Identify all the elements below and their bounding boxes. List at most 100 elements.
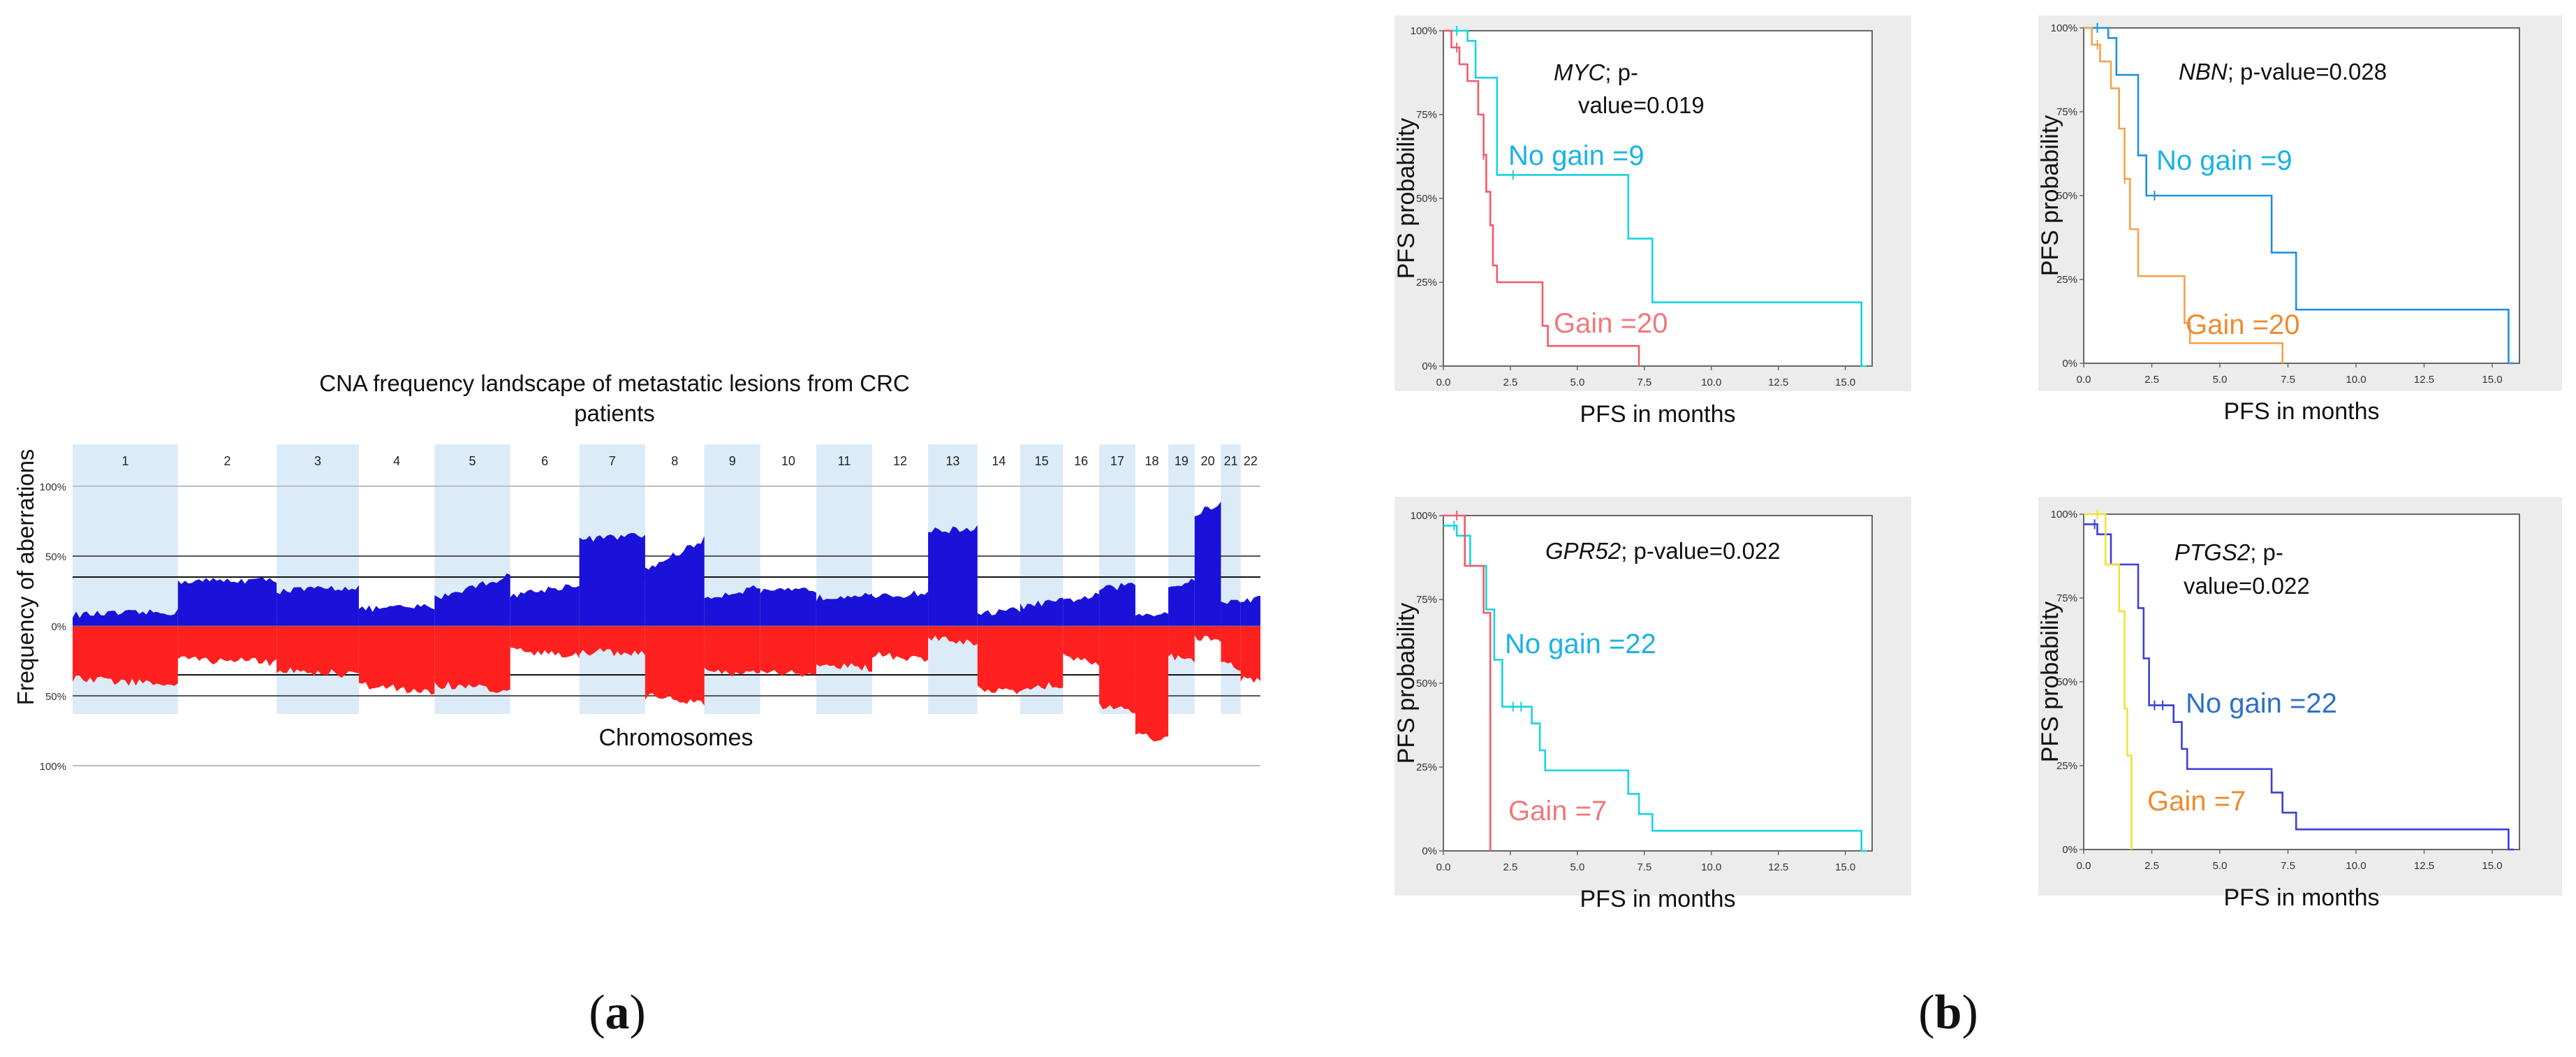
chromosome-label: 11 <box>838 454 851 468</box>
km-ylabel: PFS probability <box>1393 603 1420 764</box>
km-pvalue-caption: PTGS2; p- <box>2174 539 2283 565</box>
loss-area-chr18 <box>1135 626 1169 742</box>
chromosome-label: 15 <box>1035 454 1049 468</box>
loss-area-chr7 <box>579 626 645 657</box>
chromosome-label: 18 <box>1145 454 1158 468</box>
panel-label-paren: ( <box>1918 986 1934 1040</box>
km-y-tick-label: 50% <box>2056 190 2077 202</box>
gain-area-chr20 <box>1194 502 1221 626</box>
gain-area-chr5 <box>434 573 510 626</box>
panel-label-paren: ) <box>1962 986 1978 1040</box>
loss-area-chr10 <box>760 626 816 677</box>
cna-y-tick-label: 50% <box>45 551 66 563</box>
gain-area-chr22 <box>1240 595 1260 626</box>
km-ylabel: PFS probability <box>1393 118 1420 279</box>
km-ylabel: PFS probability <box>2037 602 2063 763</box>
km-nbn-chart: 0.0 2.5 5.0 7.5 10.0 12.5 15.0 0% 25% 50% 75% 100% P… <box>2037 15 2562 425</box>
loss-area-chr8 <box>645 626 705 706</box>
panel-label-letter: b <box>1935 986 1962 1040</box>
km-x-tick-label: 5.0 <box>2213 860 2228 872</box>
loss-area-chr13 <box>928 626 978 646</box>
chromosome-label: 2 <box>223 454 230 468</box>
km-series-label: No gain =22 <box>1505 629 1656 659</box>
gain-area-chr13 <box>928 525 978 626</box>
chromosome-label: 12 <box>893 454 907 468</box>
km-x-tick-label: 12.5 <box>2414 860 2434 872</box>
km-pvalue-text: ; p-value=0.028 <box>2228 59 2387 85</box>
cna-title-line2: patients <box>574 400 655 426</box>
chromosome-label: 4 <box>393 454 400 468</box>
loss-area-chr2 <box>177 626 277 666</box>
km-xlabel: PFS in months <box>1580 886 1736 912</box>
km-y-tick-label: 50% <box>2056 676 2077 688</box>
km-pvalue-caption: MYC; p- <box>1554 59 1638 85</box>
gain-area-chr7 <box>579 532 645 626</box>
km-x-tick-label: 15.0 <box>2482 860 2502 872</box>
loss-area-chr1 <box>73 626 178 686</box>
km-y-tick-label: 0% <box>2062 844 2077 856</box>
km-plot-area <box>2083 513 2520 850</box>
loss-area-chr21 <box>1221 626 1241 671</box>
km-y-tick-label: 100% <box>1411 25 1437 37</box>
km-x-tick-label: 2.5 <box>1503 861 1518 873</box>
loss-area-chr4 <box>358 626 435 695</box>
km-curve <box>1443 29 1640 366</box>
chromosome-label: 16 <box>1074 454 1088 468</box>
km-series-label: Gain =20 <box>2186 309 2299 340</box>
km-x-tick-label: 2.5 <box>1503 377 1518 388</box>
chromosome-band <box>816 444 872 714</box>
km-gpr52-chart: 0.0 2.5 5.0 7.5 10.0 12.5 15.0 0% 25% 50% 75% 100% P… <box>1393 497 1911 912</box>
km-x-tick-label: 7.5 <box>2281 374 2295 386</box>
km-x-tick-label: 10.0 <box>1701 861 1721 873</box>
chromosome-label: 10 <box>781 454 795 468</box>
loss-area-chr12 <box>871 626 929 662</box>
km-myc-chart: 0.0 2.5 5.0 7.5 10.0 12.5 15.0 0% 25% 50% 75% 100% P… <box>1393 15 1911 428</box>
km-series-label: No gain =22 <box>2186 688 2337 719</box>
km-y-tick-label: 0% <box>1422 360 1437 372</box>
km-pvalue-caption: GPR52; p-value=0.022 <box>1545 538 1781 564</box>
km-y-tick-label: 100% <box>1411 510 1437 522</box>
loss-area-chr19 <box>1168 626 1195 663</box>
gain-area-chr8 <box>645 536 705 626</box>
loss-area-chr15 <box>1020 626 1063 692</box>
km-y-tick-label: 25% <box>1416 277 1437 289</box>
km-plot-area <box>1443 30 1873 367</box>
chromosome-label: 3 <box>314 454 321 468</box>
km-plot-area <box>1443 515 1873 852</box>
loss-area-chr20 <box>1194 626 1221 642</box>
km-curve <box>2084 513 2133 850</box>
km-y-tick-label: 50% <box>1416 678 1437 690</box>
km-x-tick-label: 10.0 <box>2346 860 2366 872</box>
cna-y-tick-label: 100% <box>40 761 66 773</box>
km-y-tick-label: 0% <box>2062 358 2077 370</box>
km-pvalue-caption: value=0.022 <box>2184 573 2310 599</box>
km-xlabel: PFS in months <box>2224 398 2380 425</box>
km-gene-name: MYC <box>1554 59 1606 85</box>
km-curve <box>1443 514 1492 851</box>
gain-area-chr12 <box>871 590 929 626</box>
gain-area-chr9 <box>704 585 760 626</box>
km-y-tick-label: 75% <box>2056 106 2077 118</box>
loss-area-chr5 <box>434 626 510 693</box>
gain-area-chr17 <box>1099 583 1135 626</box>
chromosome-label: 17 <box>1110 454 1124 468</box>
km-x-tick-label: 5.0 <box>1570 377 1584 388</box>
chromosome-band <box>1168 444 1195 714</box>
gain-area-chr16 <box>1063 592 1100 626</box>
km-y-tick-label: 25% <box>2056 760 2077 772</box>
gain-area-chr10 <box>760 588 816 626</box>
gain-area-chr4 <box>358 604 435 626</box>
km-y-tick-label: 75% <box>2056 592 2077 604</box>
gain-area-chr14 <box>977 607 1021 626</box>
km-y-tick-label: 100% <box>2051 509 2077 520</box>
cna-title: CNA frequency landscape of metastatic le… <box>319 370 910 396</box>
panel-label: (a) <box>589 986 646 1040</box>
km-x-tick-label: 7.5 <box>1637 377 1651 388</box>
km-pvalue-caption: NBN; p-value=0.028 <box>2179 59 2387 85</box>
km-xlabel: PFS in months <box>1580 401 1736 428</box>
panel-label: (b) <box>1918 986 1978 1040</box>
km-x-tick-label: 12.5 <box>1768 861 1788 873</box>
loss-area-chr14 <box>977 626 1021 694</box>
km-series-label: Gain =7 <box>2147 786 2246 817</box>
